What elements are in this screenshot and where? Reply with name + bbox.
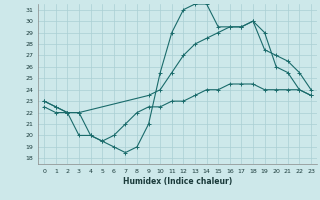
X-axis label: Humidex (Indice chaleur): Humidex (Indice chaleur) [123,177,232,186]
